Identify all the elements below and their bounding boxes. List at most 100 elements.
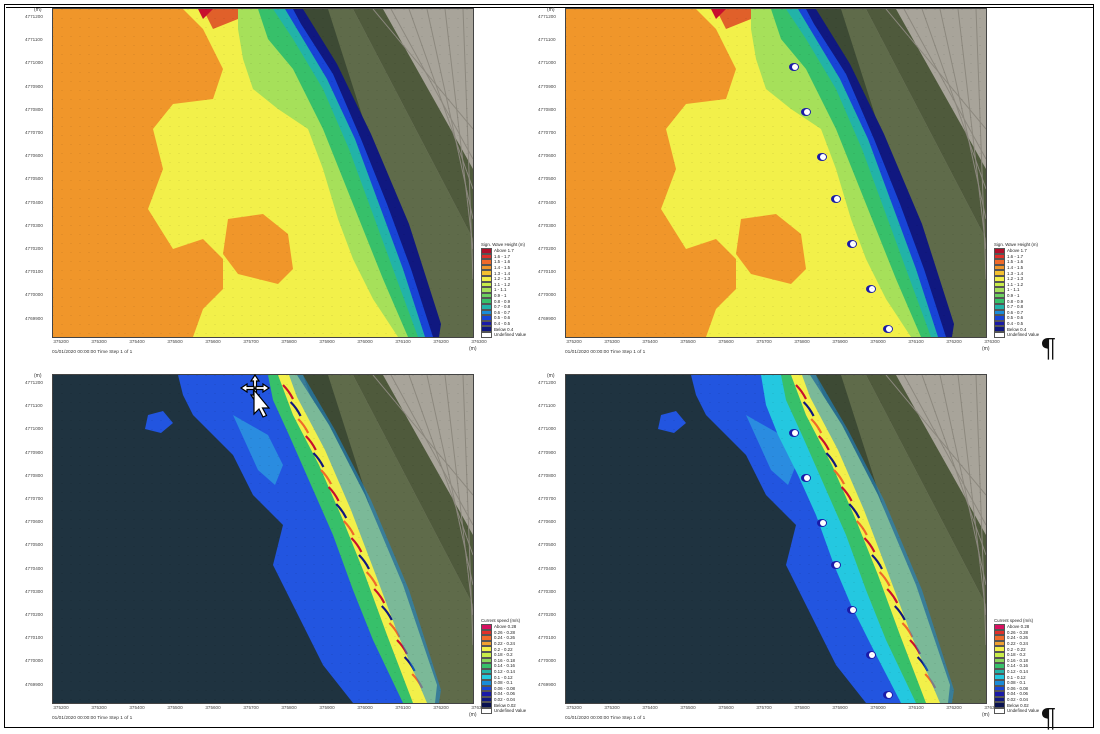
legend-label: Below 0.02	[494, 702, 516, 708]
x-tick-label: 375300	[604, 705, 620, 710]
legend-swatch	[481, 270, 492, 276]
legend-swatch	[481, 303, 492, 310]
legend-swatch	[994, 663, 1005, 669]
breakwater-marker	[801, 474, 811, 482]
legend-entry: 1.2 - 1.3	[481, 275, 525, 282]
legend-swatch	[481, 702, 492, 708]
legend-label: 0.16 - 0.18	[1007, 657, 1028, 663]
y-tick-label: 4770900	[25, 449, 43, 455]
x-tick-label: 375600	[205, 705, 221, 710]
y-tick-label: 4770600	[25, 519, 43, 525]
breakwater-marker	[789, 429, 799, 437]
x-tick-label: 375200	[53, 705, 69, 710]
legend-label: 0.7 - 0.8	[494, 304, 511, 310]
legend-label: 0.6 - 0.7	[1007, 309, 1024, 315]
legend-swatch	[481, 331, 492, 338]
legend-swatch	[994, 691, 1005, 697]
legend-label: Below 0.4	[1007, 326, 1027, 332]
legend-swatch	[481, 292, 492, 299]
y-tick-label: 4771200	[538, 14, 556, 19]
legend-label: 0.12 - 0.14	[1007, 669, 1028, 675]
legend-entry: 0.06 - 0.08	[994, 685, 1038, 692]
legend-entry: Below 0.4	[994, 326, 1038, 332]
map-view[interactable]	[52, 8, 474, 338]
legend-swatch	[481, 640, 492, 647]
legend-entry: 0.14 - 0.16	[994, 663, 1038, 669]
x-tick-label: 375600	[205, 339, 221, 344]
legend-label: Undefined Value	[1007, 332, 1040, 338]
y-tick-label: 4769900	[25, 315, 43, 321]
legend-entry: 1.4 - 1.5	[994, 264, 1038, 271]
legend-entry: 0.04 - 0.06	[481, 691, 525, 697]
legend-swatch	[481, 624, 492, 630]
x-tick-label: 375800	[281, 705, 297, 710]
x-tick-label: 375900	[832, 705, 848, 710]
x-tick-label: 376200	[433, 705, 449, 710]
x-tick-label: 376300	[984, 339, 1000, 344]
y-tick-label: 4769900	[538, 315, 556, 321]
legend-label: Undefined Value	[1007, 708, 1040, 714]
y-tick-label: 4770500	[25, 542, 43, 548]
breakwater-marker	[817, 153, 827, 161]
legend-swatch	[481, 281, 492, 288]
legend-swatch	[994, 679, 1005, 686]
x-tick-label: 376100	[908, 705, 924, 710]
legend-swatch	[481, 668, 492, 675]
legend-entry: Above 1.7	[994, 248, 1038, 254]
legend-entry: 0.9 - 1	[994, 292, 1038, 299]
legend-label: 0.6 - 0.7	[494, 309, 511, 315]
legend-swatch	[994, 320, 1005, 327]
legend-label: 0.7 - 0.8	[1007, 304, 1024, 310]
legend-entry: 0.1 - 0.12	[994, 674, 1038, 680]
legend-entry: 0.2 - 0.22	[481, 646, 525, 652]
map-panel-top-right: (m) 4771200 4771100 4771000 4770900 4770800 47…	[537, 6, 1039, 366]
legend-swatch	[481, 309, 492, 316]
x-tick-label: 376200	[946, 339, 962, 344]
x-tick-label: 375300	[91, 705, 107, 710]
legend-label: 0.16 - 0.18	[494, 657, 515, 663]
breakwater-marker	[817, 519, 827, 527]
legend-entry: Below 0.4	[481, 326, 525, 332]
y-tick-label: 4771100	[538, 403, 556, 409]
y-tick-label: 4770300	[538, 222, 556, 228]
legend-entry: 0.12 - 0.14	[994, 668, 1038, 675]
x-tick-label: 375700	[756, 705, 772, 710]
legend-entry: 0.9 - 1	[481, 292, 525, 299]
legend-label: 0.18 - 0.2	[1007, 652, 1026, 658]
legend-entry: 1.6 - 1.7	[994, 253, 1038, 260]
legend-label: 0.5 - 0.6	[1007, 315, 1024, 321]
breakwater-marker	[831, 195, 841, 203]
legend-swatch	[994, 696, 1005, 703]
legend-swatch	[481, 275, 492, 282]
breakwater-marker	[801, 108, 811, 116]
y-tick-label: 4770500	[538, 176, 556, 182]
legend-label: 1.3 - 1.4	[1007, 270, 1024, 276]
legend-label: 0.08 - 0.1	[1007, 680, 1026, 686]
legend-swatch	[481, 651, 492, 658]
legend-entry: 0.16 - 0.18	[994, 657, 1038, 664]
legend-entry: 1.3 - 1.4	[481, 270, 525, 276]
legend-swatch	[481, 679, 492, 686]
x-tick-label: 375500	[680, 339, 696, 344]
legend-swatch	[994, 640, 1005, 647]
legend-label: 1.1 - 1.2	[1007, 281, 1024, 287]
x-tick-label: 375400	[129, 339, 145, 344]
x-unit-label: (m)	[982, 712, 990, 718]
legend-label: 0.12 - 0.14	[494, 669, 515, 675]
legend-swatch	[994, 303, 1005, 310]
map-view[interactable]	[565, 8, 987, 338]
y-tick-label: 4770200	[538, 612, 556, 617]
y-tick-label: 4770300	[538, 588, 556, 594]
y-tick-label: 4771200	[538, 380, 556, 385]
legend-swatch	[994, 270, 1005, 276]
legend-label: Undefined Value	[494, 708, 527, 714]
breakwater-marker	[883, 325, 893, 333]
legend-entry: 0.22 - 0.24	[481, 640, 525, 647]
legend-entry: Undefined Value	[481, 707, 527, 714]
x-tick-label: 375500	[680, 705, 696, 710]
map-view[interactable]	[565, 374, 987, 704]
legend-label: 1.6 - 1.7	[494, 253, 511, 259]
x-tick-label: 376100	[908, 339, 924, 344]
x-tick-label: 375500	[167, 705, 183, 710]
map-view[interactable]	[52, 374, 474, 704]
